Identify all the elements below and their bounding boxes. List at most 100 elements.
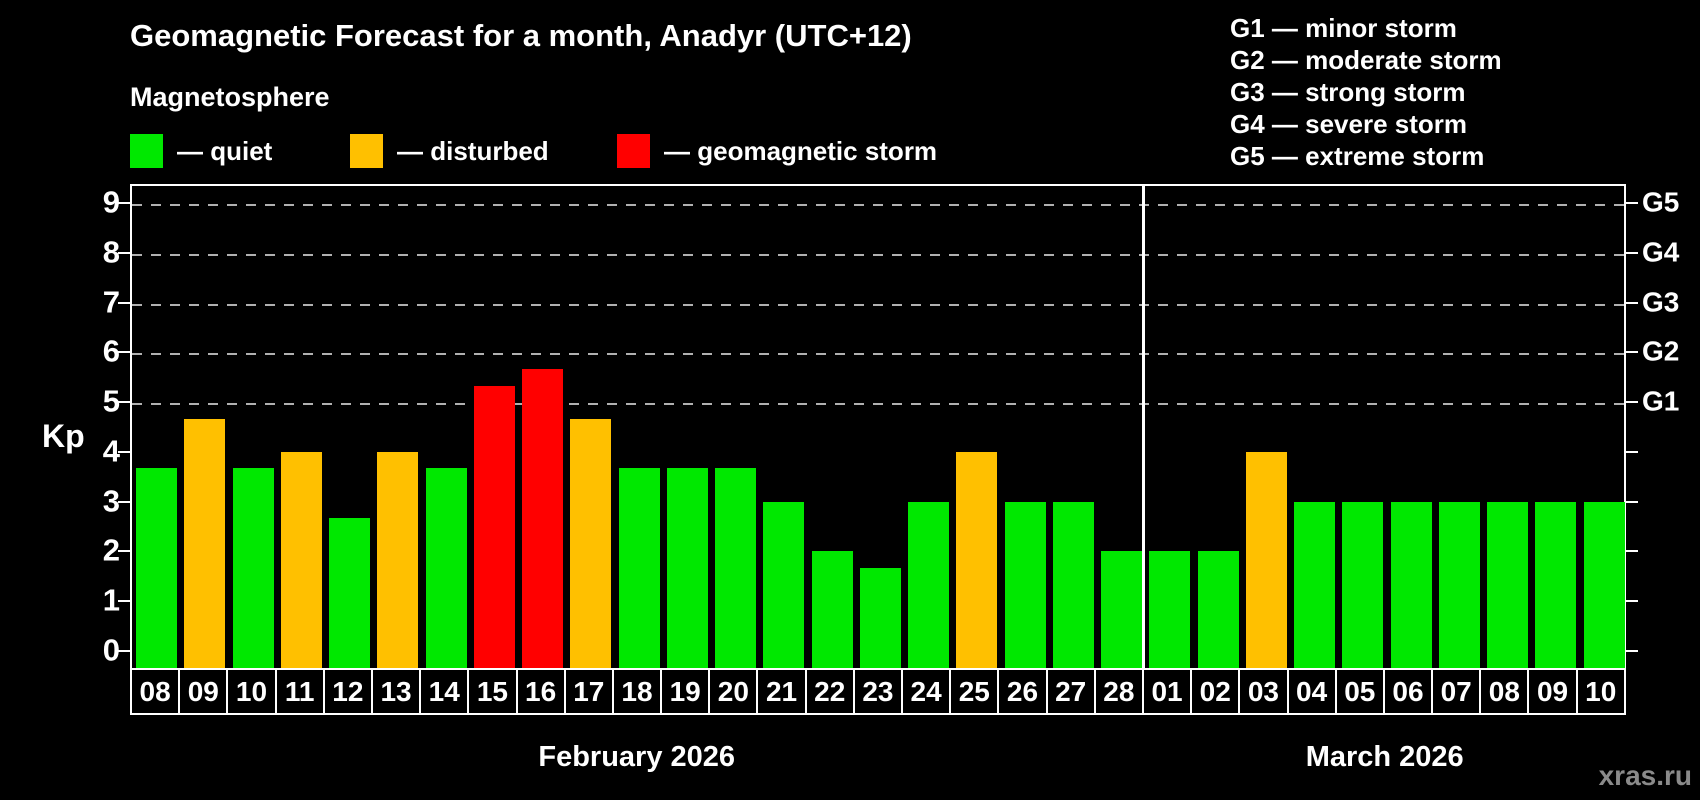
y-tick-label: 6: [102, 333, 120, 369]
day-label: 28: [1095, 670, 1144, 713]
kp-bar: [1004, 501, 1046, 668]
day-label: 23: [854, 670, 903, 713]
plot-area: [130, 184, 1626, 668]
kp-bar: [1390, 501, 1432, 668]
g-level-label: G2: [1642, 335, 1680, 367]
day-label: 10: [228, 670, 277, 713]
kp-bar: [1294, 501, 1336, 668]
day-label: 01: [1143, 670, 1193, 713]
kp-bar: [1149, 551, 1191, 668]
kp-bar: [473, 385, 515, 668]
legend-item-quiet: — quiet: [130, 134, 272, 168]
storm-color-swatch: [617, 134, 650, 168]
day-label: 10: [1577, 670, 1624, 713]
axis-tick: [118, 600, 130, 603]
g-legend-line: G5 — extreme storm: [1230, 141, 1485, 171]
kp-bar: [377, 451, 419, 668]
chart-title: Geomagnetic Forecast for a month, Anadyr…: [130, 18, 912, 53]
axis-tick: [1626, 401, 1638, 404]
legend-item-storm: — geomagnetic storm: [617, 134, 937, 168]
axis-tick: [118, 500, 130, 503]
kp-bar: [232, 468, 274, 668]
gridline: [132, 303, 1624, 306]
day-label: 02: [1192, 670, 1241, 713]
day-label: 04: [1288, 670, 1337, 713]
day-label: 15: [469, 670, 518, 713]
gridline: [132, 353, 1624, 356]
axis-tick: [1626, 201, 1638, 204]
axis-tick: [118, 650, 130, 652]
kp-bar: [136, 468, 177, 668]
kp-bar: [1197, 551, 1239, 668]
kp-bar: [715, 468, 757, 668]
kp-bar: [1487, 501, 1529, 668]
g-legend-line: G2 — moderate storm: [1230, 45, 1502, 75]
kp-bar: [956, 451, 998, 668]
axis-tick: [118, 301, 130, 304]
y-tick-label: 8: [102, 234, 120, 270]
y-tick-label: 4: [102, 433, 120, 469]
axis-tick: [1626, 301, 1638, 304]
y-tick-label: 1: [102, 582, 120, 618]
day-label: 09: [1529, 670, 1578, 713]
watermark: xras.ru: [1598, 760, 1692, 791]
kp-bar: [1583, 501, 1625, 668]
day-label: 09: [180, 670, 229, 713]
axis-tick: [1626, 351, 1638, 354]
legend-item-label: — quiet: [177, 135, 273, 166]
kp-bar: [570, 418, 612, 668]
kp-bar: [1535, 501, 1577, 668]
axis-tick: [118, 201, 130, 204]
kp-bar: [184, 418, 226, 668]
axis-tick: [118, 450, 130, 453]
y-axis-label: Kp: [42, 418, 85, 454]
g-level-label: G5: [1642, 186, 1680, 218]
day-label: 20: [710, 670, 759, 713]
axis-tick: [1626, 251, 1638, 254]
g-legend-line: G3 — strong storm: [1230, 77, 1466, 107]
gridline: [132, 253, 1624, 256]
day-label: 17: [565, 670, 614, 713]
axis-tick: [1626, 600, 1638, 603]
kp-bar: [280, 451, 322, 668]
kp-bar: [1101, 551, 1143, 668]
kp-bar: [1342, 501, 1384, 668]
day-axis-strip: 08 09 10 11 12 13 14 15 16 17 18 19 20 21 22 23 24 25 26 27…: [130, 668, 1626, 715]
day-label: 25: [951, 670, 1000, 713]
gridline: [132, 203, 1624, 206]
disturbed-color-swatch: [350, 134, 383, 168]
g-level-label: G3: [1642, 285, 1680, 317]
kp-bar: [1245, 451, 1287, 668]
day-label: 14: [421, 670, 470, 713]
axis-tick: [1626, 450, 1638, 453]
axis-tick: [1626, 500, 1638, 503]
axis-tick: [118, 401, 130, 404]
legend-item-disturbed: — disturbed: [350, 134, 549, 168]
axis-tick: [118, 550, 130, 553]
g-scale-legend: G1 — minor storm G2 — moderate storm G3 — …: [1230, 12, 1502, 172]
y-tick-label: 2: [102, 532, 120, 568]
kp-bar: [763, 501, 805, 668]
g-legend-line: G1 — minor storm: [1230, 13, 1457, 43]
y-tick-label: 3: [102, 482, 120, 518]
month-label: March 2026: [1305, 741, 1464, 773]
y-tick-label: 7: [102, 283, 120, 319]
day-label: 03: [1240, 670, 1289, 713]
axis-tick: [1626, 650, 1638, 652]
kp-bar: [522, 368, 564, 668]
kp-bar: [908, 501, 950, 668]
day-label: 22: [806, 670, 855, 713]
legend-item-label: — disturbed: [397, 135, 549, 166]
kp-bar: [618, 468, 660, 668]
kp-bar: [425, 468, 467, 668]
day-label: 13: [372, 670, 422, 713]
month-label: February 2026: [538, 741, 736, 773]
day-label: 07: [1433, 670, 1482, 713]
day-label: 24: [903, 670, 952, 713]
month-separator-line: [1141, 184, 1145, 668]
kp-bar: [1052, 501, 1094, 668]
axis-tick: [118, 251, 130, 254]
day-label: 19: [662, 670, 711, 713]
legend-item-label: — geomagnetic storm: [664, 135, 938, 166]
day-label: 08: [132, 670, 181, 713]
